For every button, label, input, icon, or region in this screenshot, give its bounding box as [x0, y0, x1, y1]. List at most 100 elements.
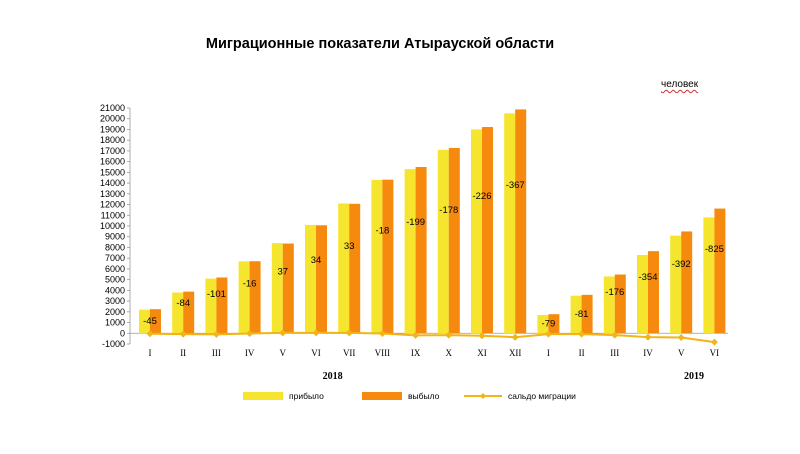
bar-arrived [670, 235, 682, 334]
legend-label-arrived: прибыло [289, 391, 324, 401]
y-tick-label: 6000 [105, 264, 125, 274]
bar-arrived [338, 203, 350, 334]
x-tick-label: IV [643, 348, 653, 358]
y-tick-label: 11000 [101, 210, 125, 220]
y-tick-label: 10000 [100, 221, 125, 231]
bar-departed [515, 109, 527, 334]
balance-point [312, 329, 320, 337]
y-tick-label: 17000 [100, 146, 125, 156]
balance-point [611, 331, 619, 339]
data-label: -199 [406, 217, 425, 228]
y-tick-label: 5000 [105, 275, 125, 285]
data-label: -178 [439, 205, 458, 216]
bar-departed [581, 294, 593, 334]
unit-label: человек [661, 79, 699, 90]
y-tick-label: 21000 [100, 103, 125, 113]
data-label: -18 [376, 225, 390, 236]
bar-departed [316, 225, 327, 334]
chart-title: Миграционные показатели Атырауской облас… [205, 36, 555, 52]
y-tick-label: 19000 [100, 124, 125, 134]
balance-point [279, 329, 287, 337]
x-tick-label: X [446, 348, 453, 358]
x-tick-label: IV [245, 348, 255, 358]
balance-point [146, 330, 154, 338]
y-tick-label: 20000 [100, 114, 125, 124]
data-label: -45 [143, 316, 157, 327]
bar-arrived [437, 149, 449, 334]
y-tick-label: 8000 [105, 242, 125, 252]
data-label: -84 [176, 298, 190, 309]
x-tick-label: XII [509, 348, 522, 358]
y-tick-label: 12000 [100, 200, 125, 210]
balance-point [478, 332, 486, 340]
data-label: -81 [575, 309, 589, 320]
bar-departed [183, 291, 195, 334]
bar-arrived [504, 113, 516, 334]
x-tick-label: VIII [375, 348, 391, 358]
balance-point [644, 333, 652, 341]
balance-point [511, 333, 519, 341]
x-tick-label: I [547, 348, 550, 358]
bar-departed [216, 277, 228, 334]
bar-arrived [570, 295, 582, 334]
data-label: -176 [605, 287, 624, 298]
bar-departed [349, 203, 361, 334]
x-tick-label: II [579, 348, 585, 358]
y-tick-label: 14000 [100, 178, 125, 188]
balance-line [146, 329, 718, 346]
axes: -100001000200030004000500060007000800090… [100, 103, 728, 382]
year-label: 2019 [684, 371, 704, 382]
data-label: 33 [344, 241, 355, 252]
balance-point [212, 330, 220, 338]
bar-departed [482, 127, 493, 334]
legend-swatch-departed [362, 392, 402, 400]
balance-point [246, 329, 254, 337]
data-label: -354 [638, 272, 657, 283]
x-tick-label: VI [710, 348, 720, 358]
x-tick-label: XI [477, 348, 487, 358]
bar-arrived [271, 243, 283, 334]
bar-arrived [139, 309, 150, 334]
bar-departed [282, 243, 294, 334]
data-label: -825 [705, 244, 724, 255]
bar-arrived [371, 179, 383, 334]
balance-point [710, 338, 718, 346]
bar-departed [648, 251, 659, 334]
y-tick-label: 9000 [105, 232, 125, 242]
x-tick-label: III [212, 348, 221, 358]
bar-arrived [637, 254, 648, 334]
balance-point [345, 329, 353, 337]
bar-arrived [603, 276, 615, 334]
balance-point [378, 329, 386, 337]
y-tick-label: 4000 [105, 285, 125, 295]
data-label: -367 [506, 180, 525, 191]
bar-departed [382, 179, 394, 334]
data-label: -79 [542, 319, 556, 330]
bar-departed [249, 261, 261, 334]
x-tick-label: II [180, 348, 186, 358]
bar-departed [681, 231, 693, 334]
bar-arrived [172, 292, 184, 334]
bar-arrived [305, 224, 316, 334]
bars [139, 109, 726, 334]
y-tick-label: -1000 [102, 339, 125, 349]
bar-departed [548, 314, 560, 334]
x-tick-label: V [280, 348, 287, 358]
bar-arrived [537, 315, 549, 334]
y-tick-label: 16000 [100, 157, 125, 167]
x-tick-label: I [149, 348, 152, 358]
y-tick-label: 18000 [100, 135, 125, 145]
y-tick-label: 0 [120, 328, 125, 338]
bar-departed [614, 274, 626, 334]
legend-label-balance: сальдо миграции [508, 391, 576, 401]
y-tick-label: 2000 [105, 307, 125, 317]
balance-point [179, 330, 187, 338]
year-label: 2018 [323, 371, 343, 382]
bar-arrived [404, 169, 416, 334]
balance-point [578, 330, 586, 338]
legend-swatch-arrived [243, 392, 283, 400]
x-tick-label: VI [311, 348, 321, 358]
balance-point [412, 331, 420, 339]
data-label: -101 [207, 289, 226, 300]
